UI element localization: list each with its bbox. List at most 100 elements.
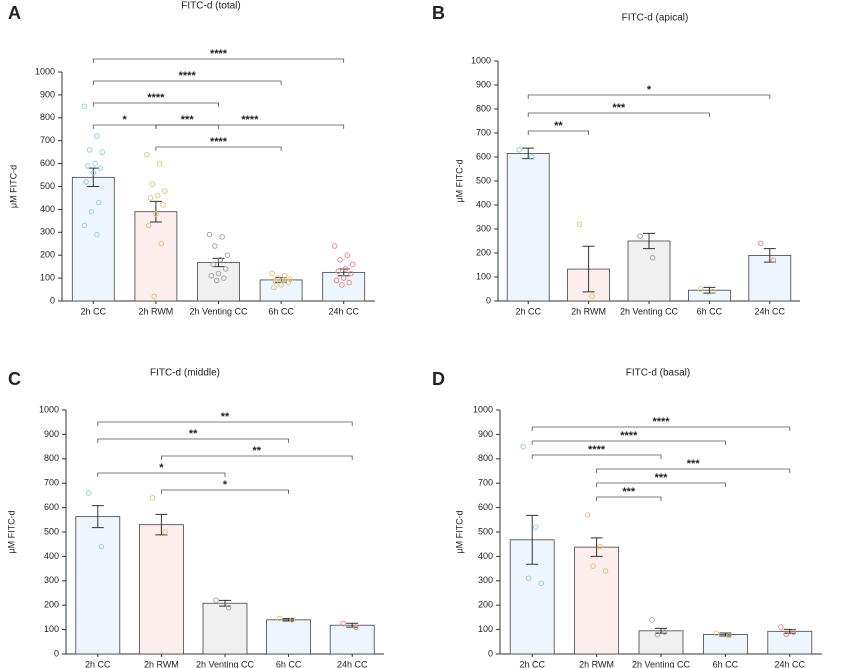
data-point [584,512,591,518]
significance-bracket [531,426,791,431]
significance-label: *** [612,102,626,114]
y-tick-label: 500 [478,526,493,536]
x-tick-label: 24h CC [775,659,806,668]
data-point [790,629,797,635]
significance-bracket [97,472,226,477]
data-point [783,631,789,638]
data-point [340,620,346,627]
data-point [88,208,95,215]
data-point [661,629,668,635]
y-axis-label: μM FITC-d [454,510,464,553]
y-tick-label: 500 [40,181,55,191]
data-point [346,279,352,286]
data-point [344,252,351,258]
bar [202,602,248,655]
data-point [276,615,283,622]
significance-label: ** [221,411,230,423]
error-bar [655,627,667,634]
error-bar [590,537,603,557]
significance-label: ** [253,445,262,457]
data-point [221,275,227,281]
data-point [158,240,165,247]
significance-bracket [531,440,726,445]
error-bar [282,618,295,622]
panel-letter: A [8,3,21,23]
error-bar [346,622,359,628]
error-bar [643,232,655,250]
panel-letter: C [8,369,21,389]
x-tick-label: 6h CC [697,306,723,316]
data-point [339,282,345,288]
data-point [269,270,275,277]
data-point [340,275,347,281]
error-bar [526,514,539,565]
x-tick-label: 2h Venting CC [189,306,248,316]
data-point [94,133,100,139]
bar [638,630,684,655]
x-tick-label: 2h CC [519,659,545,668]
error-bar [219,599,231,607]
significance-bracket [161,489,289,494]
data-point [533,524,539,530]
significance-bracket [596,468,791,473]
bar [134,211,178,302]
x-tick-label: 2h RWM [144,659,179,668]
data-point [145,222,152,229]
data-point [219,234,225,240]
data-point [213,277,220,284]
data-point [342,266,349,272]
y-tick-label: 600 [44,502,59,512]
significance-label: *** [687,458,701,470]
data-point [778,624,784,630]
y-tick-label: 200 [476,247,491,257]
x-tick-label: 2h Venting CC [632,659,691,668]
error-bar [91,505,104,529]
data-point [99,149,106,155]
significance-label: *** [622,486,636,498]
data-point [353,624,359,630]
significance-bracket [161,455,353,460]
y-axis-label: μM FITC-d [8,165,18,208]
data-point [210,261,216,268]
y-tick-label: 500 [476,175,491,185]
data-point [144,151,150,158]
data-point [153,211,159,217]
significance-label: **** [210,136,228,148]
y-tick-label: 300 [478,575,493,585]
data-point [208,273,215,279]
x-tick-label: 2h CC [515,306,541,316]
significance-bracket [92,102,219,107]
y-axis-label: μM FITC-d [6,510,16,553]
data-point [590,563,596,569]
data-point [538,580,544,586]
y-tick-label: 700 [44,478,59,488]
significance-bracket [596,496,662,501]
y-tick-label: 1000 [39,404,59,414]
data-point [758,240,764,247]
data-point [726,632,732,639]
y-tick-label: 900 [478,429,493,439]
significance-label: * [159,462,164,474]
data-point [529,154,535,160]
data-point [520,443,526,450]
bar [266,619,312,655]
bar [329,624,375,655]
data-point [637,233,643,239]
y-axis-label: μM FITC-d [454,159,464,202]
data-point [86,147,93,153]
significance-label: *** [655,472,669,484]
x-tick-label: 24h CC [337,659,368,668]
significance-bracket [527,112,710,117]
y-tick-label: 800 [476,103,491,113]
bar [574,546,619,655]
significance-label: **** [179,70,197,82]
significance-label: **** [147,92,165,104]
x-tick-label: 2h Venting CC [196,659,255,668]
data-point [576,221,583,227]
y-tick-label: 900 [44,429,59,439]
data-point [589,293,595,299]
data-point [160,202,166,208]
x-tick-label: 2h Venting CC [620,306,679,316]
significance-bracket [155,124,219,129]
significance-bracket [97,438,289,443]
